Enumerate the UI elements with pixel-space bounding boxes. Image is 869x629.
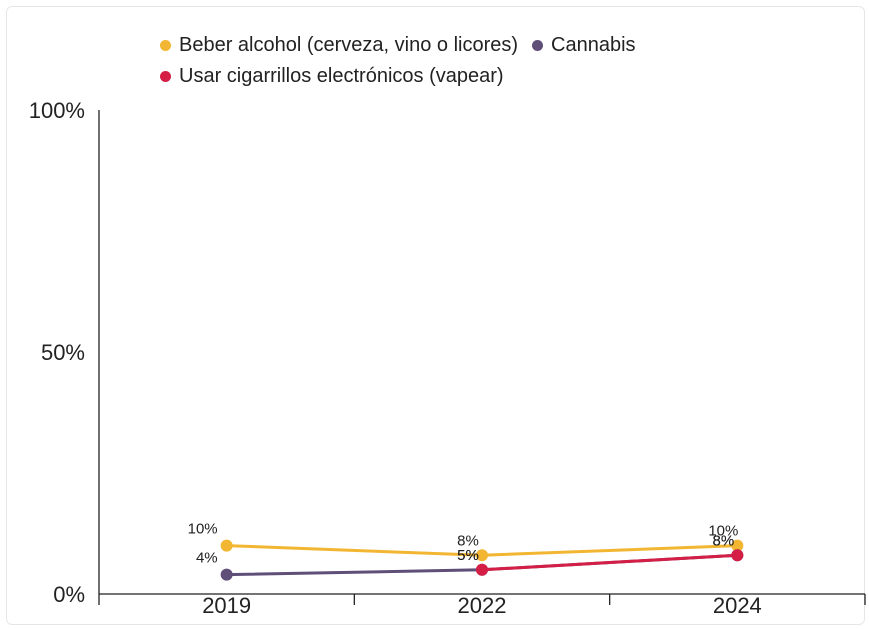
x-tick-label: 2019 <box>202 593 251 618</box>
data-point <box>476 549 488 562</box>
x-tick-label: 2022 <box>458 593 507 618</box>
legend-marker-vapear <box>160 71 171 82</box>
data-label: 8% <box>712 532 734 549</box>
legend-label-cannabis: Cannabis <box>551 34 636 56</box>
data-label: 5% <box>457 547 479 564</box>
data-label: 10% <box>188 521 218 538</box>
legend-label-alcohol: Beber alcohol (cerveza, vino o licores) <box>179 34 519 56</box>
chart-frame <box>6 6 865 625</box>
data-point <box>220 568 233 581</box>
legend-item-alcohol[interactable]: Beber alcohol (cerveza, vino o licores) <box>160 30 518 61</box>
data-point <box>731 539 744 552</box>
y-tick-label: 100% <box>29 98 85 123</box>
legend-marker-cannabis <box>532 40 544 51</box>
chart-legend: Beber alcohol (cerveza, vino o licores) … <box>160 30 650 92</box>
legend-item-vapear[interactable]: Usar cigarrillos electrónicos (vapear) <box>160 61 504 92</box>
data-label: 4% <box>196 550 218 567</box>
y-tick-label: 0% <box>53 582 85 607</box>
legend-row-2: Usar cigarrillos electrónicos (vapear) <box>160 61 650 92</box>
data-point <box>476 563 488 576</box>
data-point <box>731 549 744 562</box>
legend-item-cannabis[interactable]: Cannabis <box>532 30 636 61</box>
legend-marker-alcohol <box>160 40 171 51</box>
data-point <box>220 539 233 552</box>
x-tick-label: 2024 <box>713 593 762 618</box>
legend-label-vapear: Usar cigarrillos electrónicos (vapear) <box>179 65 504 87</box>
legend-row-1: Beber alcohol (cerveza, vino o licores) … <box>160 30 650 61</box>
series-line-2 <box>481 553 738 572</box>
data-label: 5% <box>457 547 479 564</box>
data-label: 8% <box>712 532 734 549</box>
data-label: 8% <box>457 532 479 549</box>
y-tick-label: 50% <box>41 340 85 365</box>
data-label: 10% <box>708 523 738 540</box>
